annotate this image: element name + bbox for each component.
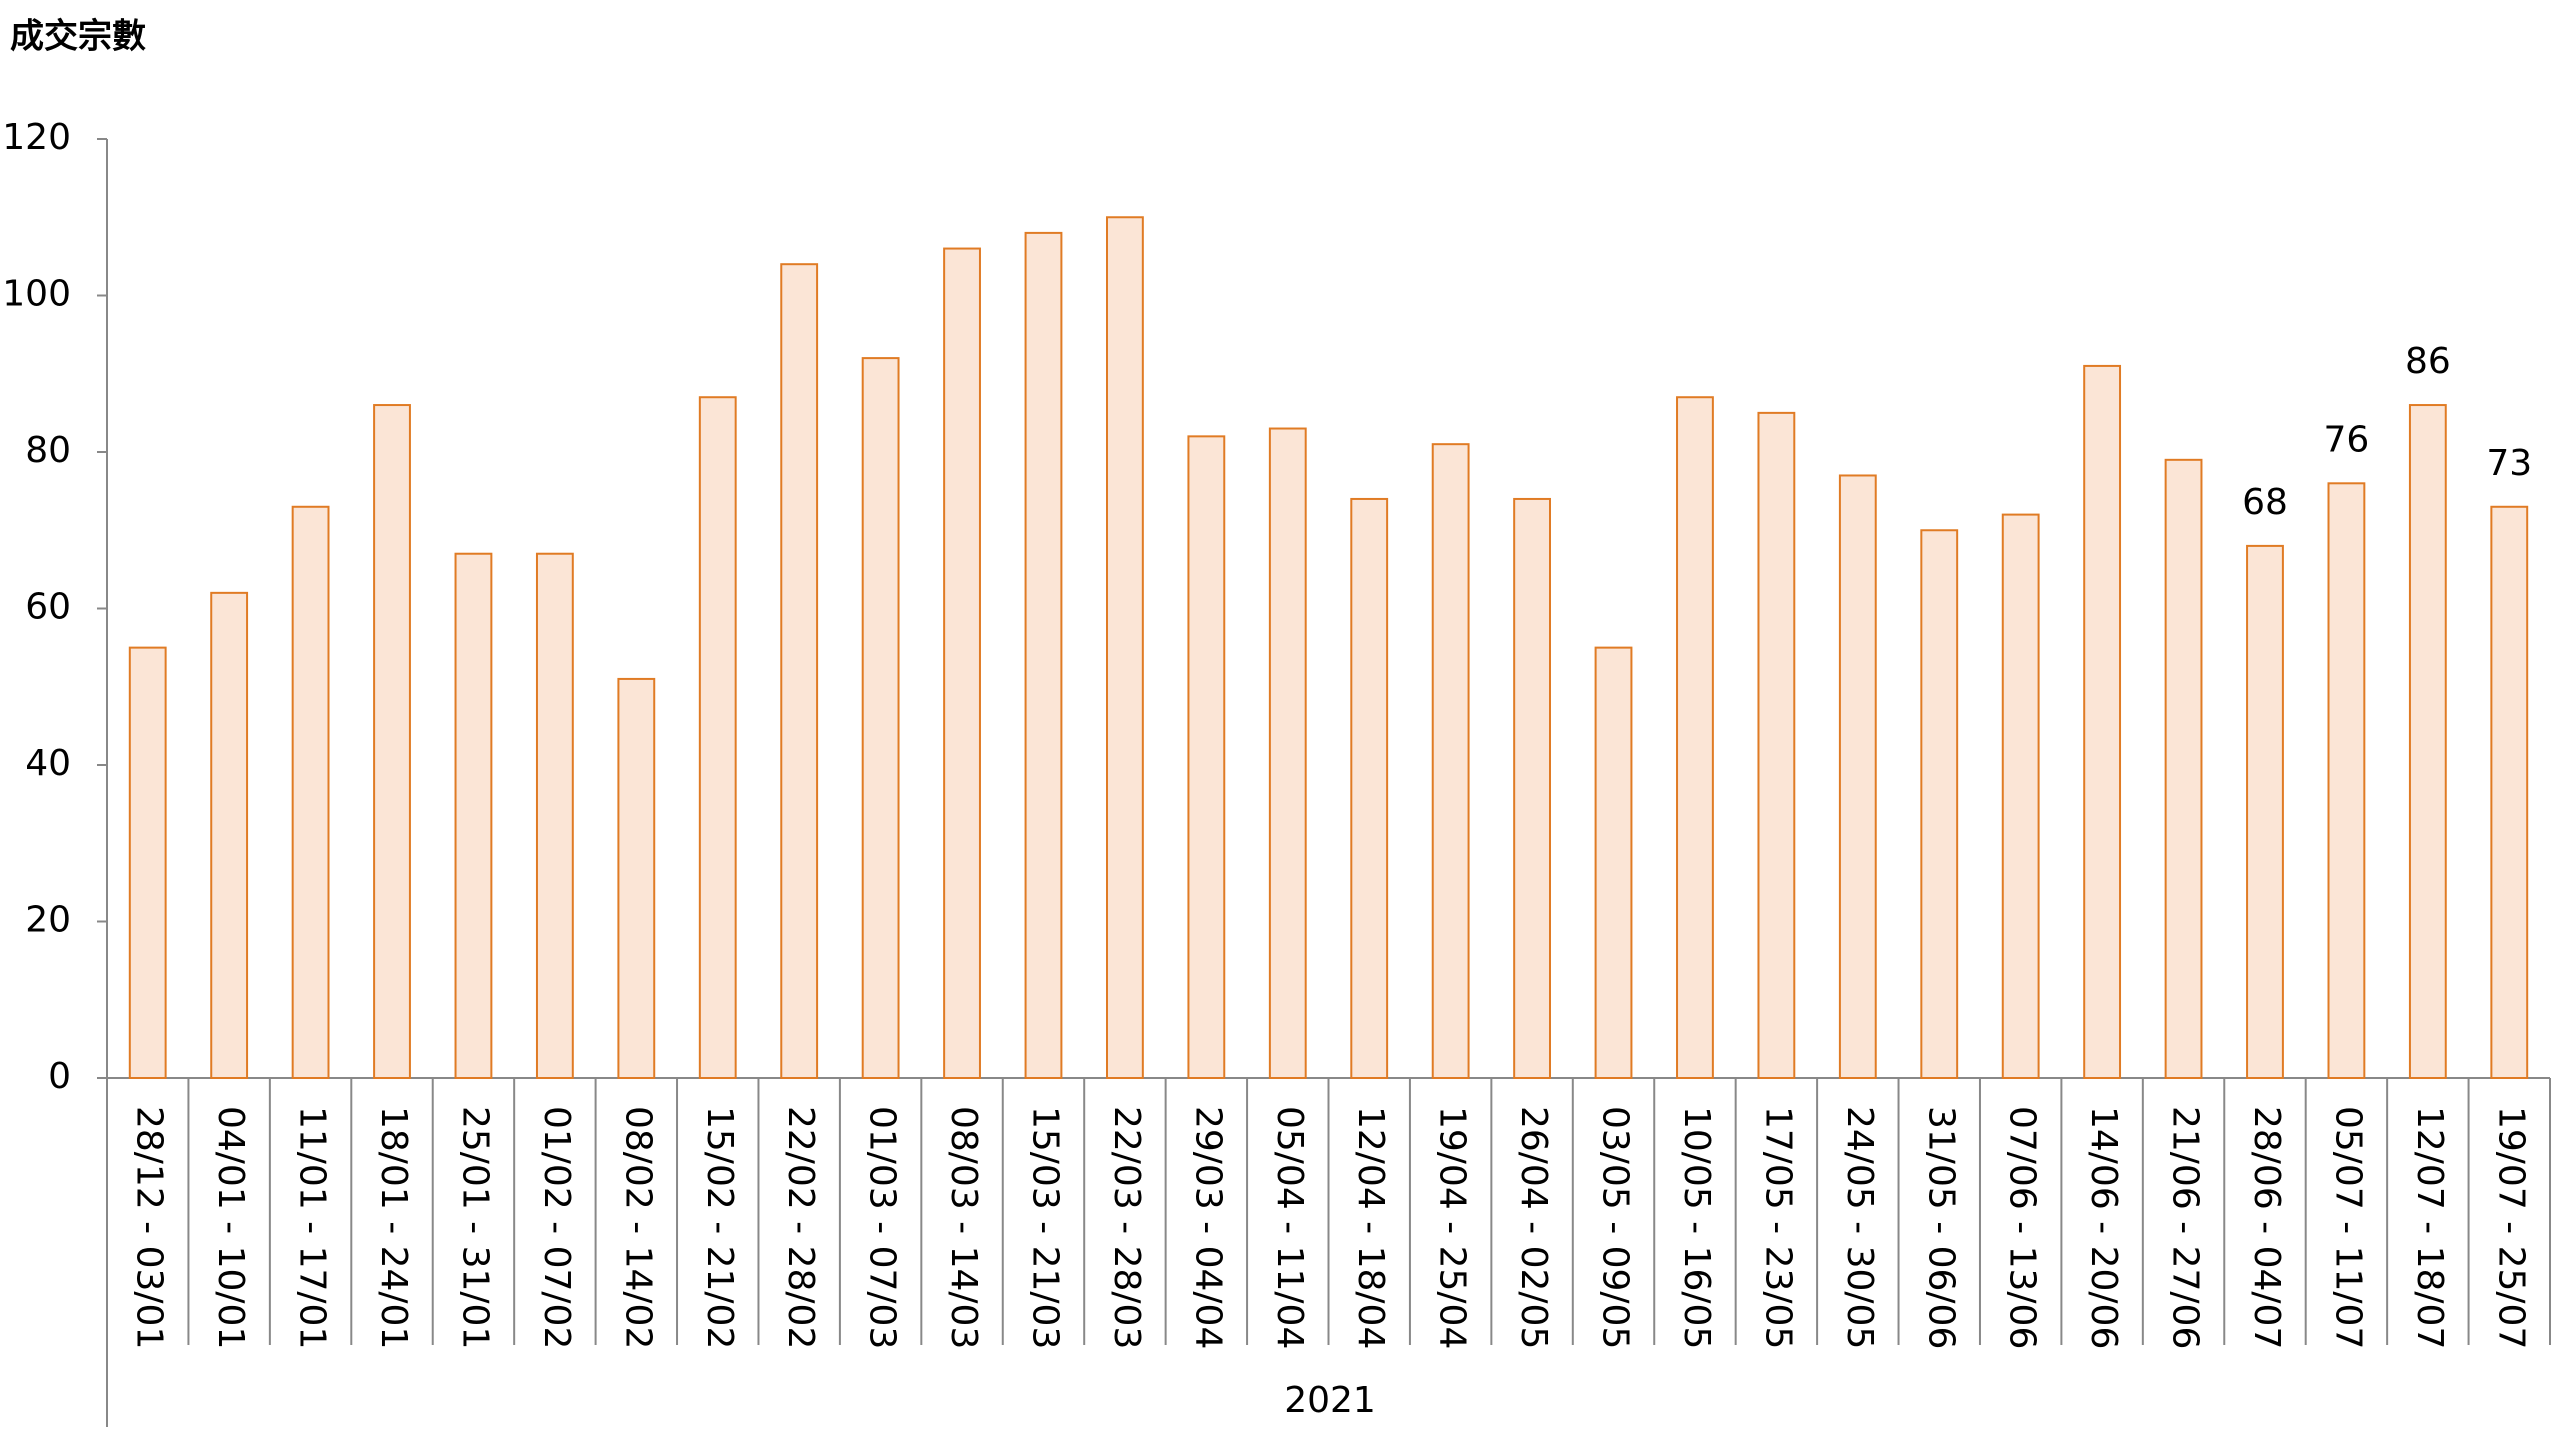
x-tick-label: 18/01 - 24/01 (373, 1106, 414, 1349)
bar (1106, 216, 1144, 1079)
x-tick-label: 29/03 - 04/04 (1187, 1106, 1228, 1349)
y-tick-label: 60 (25, 587, 71, 628)
x-tick-label: 28/12 - 03/01 (129, 1106, 170, 1349)
bar (1594, 646, 1633, 1079)
bar (1513, 497, 1551, 1079)
bar (1431, 443, 1470, 1079)
bar (1187, 435, 1226, 1080)
bar (1838, 474, 1877, 1080)
y-axis-title: 成交宗數 (10, 17, 146, 57)
bar (861, 357, 900, 1080)
bar (210, 591, 249, 1079)
data-label: 76 (2324, 419, 2370, 460)
bar (1676, 396, 1714, 1080)
x-tick-label: 11/01 - 17/01 (292, 1106, 333, 1349)
bar (943, 247, 981, 1080)
bar (1350, 497, 1389, 1079)
bar (2083, 364, 2122, 1079)
bar (535, 552, 574, 1079)
bar (2490, 505, 2529, 1079)
x-tick-label: 17/05 - 23/05 (1757, 1106, 1798, 1349)
y-tick-label: 40 (25, 743, 71, 784)
x-tick-label: 01/03 - 07/03 (862, 1106, 903, 1349)
x-tick-label: 03/05 - 09/05 (1595, 1106, 1636, 1349)
data-label: 86 (2405, 341, 2451, 382)
y-tick-label: 80 (25, 430, 71, 471)
y-tick-label: 0 (48, 1056, 71, 1097)
bar (698, 396, 737, 1080)
x-tick-label: 08/03 - 14/03 (943, 1106, 984, 1349)
x-tick-label: 05/07 - 11/07 (2327, 1106, 2368, 1349)
x-tick-label: 25/01 - 31/01 (454, 1106, 495, 1349)
x-tick-label: 21/06 - 27/06 (2165, 1106, 2206, 1349)
x-tick-label: 22/02 - 28/02 (780, 1106, 821, 1349)
bar (617, 677, 656, 1079)
bar (1268, 427, 1307, 1079)
group-label: 2021 (1284, 1380, 1376, 1421)
bar (454, 552, 493, 1079)
bar (291, 505, 330, 1079)
x-tick-label: 12/07 - 18/07 (2409, 1106, 2450, 1349)
x-tick-label: 22/03 - 28/03 (1106, 1106, 1147, 1349)
x-tick-label: 19/04 - 25/04 (1432, 1106, 1473, 1349)
x-tick-label: 26/04 - 02/05 (1513, 1106, 1554, 1349)
bar (2164, 458, 2203, 1079)
bar (1024, 231, 1063, 1079)
x-tick-label: 07/06 - 13/06 (2002, 1106, 2043, 1349)
x-tick-label: 19/07 - 25/07 (2490, 1106, 2531, 1349)
x-tick-label: 05/04 - 11/04 (1269, 1106, 1310, 1349)
x-tick-label: 08/02 - 14/02 (617, 1106, 658, 1349)
x-tick-label: 28/06 - 04/07 (2246, 1106, 2287, 1349)
x-tick-label: 04/01 - 10/01 (210, 1106, 251, 1349)
y-tick-label: 120 (2, 117, 71, 158)
x-tick-label: 15/03 - 21/03 (1024, 1106, 1065, 1349)
bar (2408, 404, 2447, 1079)
y-tick-label: 100 (2, 274, 71, 315)
x-tick-label: 10/05 - 16/05 (1676, 1106, 1717, 1349)
x-tick-label: 15/02 - 21/02 (699, 1106, 740, 1349)
x-tick-label: 24/05 - 30/05 (1839, 1106, 1880, 1349)
bar (1920, 529, 1959, 1079)
data-label: 68 (2242, 482, 2288, 523)
bar (2327, 482, 2366, 1079)
bar (1757, 411, 1796, 1079)
x-tick-label: 14/06 - 20/06 (2083, 1106, 2124, 1349)
bar (2246, 544, 2284, 1079)
bar (128, 646, 167, 1079)
x-tick-label: 01/02 - 07/02 (536, 1106, 577, 1349)
data-label: 73 (2486, 443, 2532, 484)
x-tick-label: 31/05 - 06/06 (1920, 1106, 1961, 1349)
y-tick-label: 20 (25, 900, 71, 941)
x-tick-label: 12/04 - 18/04 (1350, 1106, 1391, 1349)
bar (2001, 513, 2040, 1079)
bar (373, 404, 411, 1079)
bar (780, 263, 819, 1079)
